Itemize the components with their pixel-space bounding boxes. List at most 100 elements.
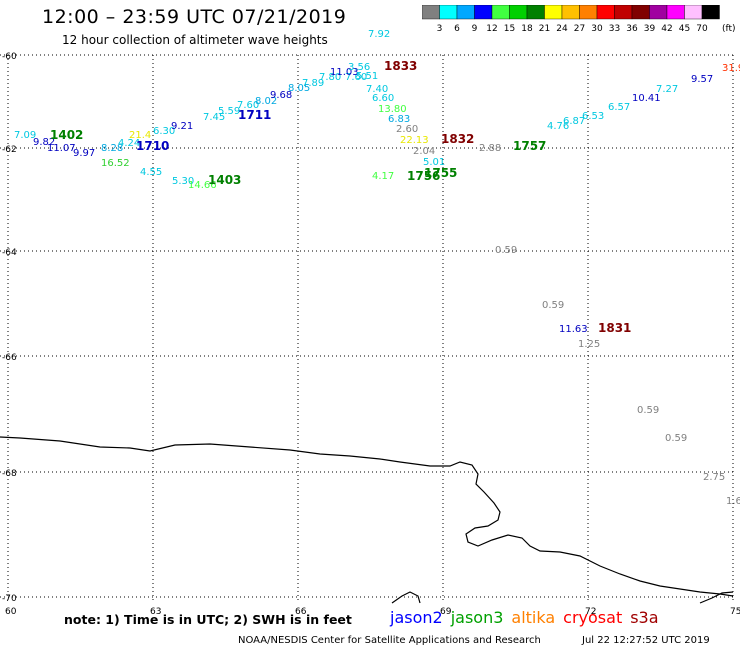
wave-height-reading: 7.27	[656, 84, 678, 95]
wave-height-reading: 3.56	[348, 62, 370, 73]
legend-unit: (ft)	[722, 24, 736, 34]
coastline	[0, 436, 734, 597]
wave-height-reading: 6.57	[608, 102, 630, 113]
wave-height-reading: 5.30	[172, 176, 194, 187]
legend-label: 39	[644, 24, 656, 34]
wave-height-reading: 7.09	[14, 130, 36, 141]
wave-height-reading: 2.04	[413, 146, 435, 157]
wave-height-reading: 9.57	[691, 74, 713, 85]
latitude-label: -68	[2, 469, 17, 479]
wave-height-reading: 8.28	[101, 143, 123, 154]
wave-height-reading: 5.01	[423, 157, 445, 168]
legend-label: 18	[521, 24, 533, 34]
wave-height-reading: 6.53	[582, 111, 604, 122]
legend-swatch	[596, 5, 615, 20]
page-title: 12:00 – 23:59 UTC 07/21/2019	[42, 6, 347, 28]
legend-label: 6	[454, 24, 460, 34]
legend-swatch	[491, 5, 510, 20]
wave-height-reading: 1831	[598, 321, 631, 335]
wave-height-reading: 4.24	[118, 138, 140, 149]
wave-height-reading: 11.03	[330, 67, 359, 78]
satellite-cryosat: cryosat	[563, 608, 623, 627]
legend-label: 12	[486, 24, 497, 34]
wave-height-reading: 8.05	[288, 83, 310, 94]
legend-swatch	[666, 5, 685, 20]
wave-height-reading: 9.21	[171, 121, 193, 132]
wave-height-reading: 9.68	[270, 90, 292, 101]
satellite-altika: altika	[511, 608, 556, 627]
latitude-label: -62	[2, 145, 17, 155]
legend-label: 70	[696, 24, 708, 34]
wave-height-reading: 1.6	[726, 496, 740, 507]
coastline-right	[699, 591, 734, 604]
wave-height-reading: 1710	[136, 139, 169, 153]
wave-height-reading: 1403	[208, 173, 241, 187]
legend-swatch	[474, 5, 493, 20]
wave-height-reading: 1.25	[578, 339, 600, 350]
legend-label: 36	[626, 24, 638, 34]
wave-height-reading: 1711	[238, 108, 271, 122]
lat-lon-grid	[0, 54, 734, 600]
legend-swatch	[456, 5, 475, 20]
wave-height-reading: 1832	[441, 132, 474, 146]
legend-label: 21	[539, 24, 550, 34]
wave-height-color-legend: 3 6 9 12 15 18 21 24 27 30 33 36 39 42 45 70 (ft)	[422, 5, 736, 34]
wave-height-reading: 1755	[424, 166, 457, 180]
longitude-label: 69	[440, 607, 452, 617]
legend-swatch	[684, 5, 703, 20]
longitude-label: 60	[5, 607, 17, 617]
credit-line: NOAA/NESDIS Center for Satellite Applica…	[238, 635, 541, 646]
longitude-label: 75	[730, 607, 740, 617]
wave-height-reading: 9.97	[73, 148, 95, 159]
latitude-label: -60	[2, 52, 17, 62]
legend-label: 30	[591, 24, 603, 34]
wave-height-reading: 4.17	[372, 171, 394, 182]
wave-height-reading: 4.55	[140, 167, 162, 178]
legend-swatch	[422, 5, 440, 20]
legend-label: 15	[504, 24, 515, 34]
legend-label: 9	[472, 24, 478, 34]
wave-height-reading: 7.60	[237, 100, 259, 111]
legend-label: 33	[609, 24, 620, 34]
wave-height-reading: 6.83	[388, 114, 410, 125]
wave-height-reading: 31.9	[722, 63, 740, 74]
wave-height-reading: 7.89	[302, 78, 324, 89]
legend-swatch	[701, 5, 720, 20]
wave-height-reading: 7.45	[203, 112, 225, 123]
legend-swatch	[614, 5, 633, 20]
wave-height-reading: 14.66	[188, 180, 217, 191]
wave-height-reading: 2.88	[479, 143, 501, 154]
wave-height-reading: 21.4	[129, 130, 151, 141]
latitude-label: -66	[2, 353, 17, 363]
wave-height-reading: 7.92	[368, 29, 390, 40]
wave-height-reading: 7.40	[366, 84, 388, 95]
legend-label: 45	[679, 24, 690, 34]
wave-height-reading: 0.59	[542, 300, 564, 311]
footer-note: note: 1) Time is in UTC; 2) SWH is in fe…	[64, 612, 352, 627]
wave-height-reading: 1757	[513, 139, 546, 153]
wave-height-reading: 4.76	[547, 121, 569, 132]
wave-height-reading: 8.02	[255, 96, 277, 107]
wave-height-reading: 11.63	[559, 324, 588, 335]
wave-height-reading: 7.60	[345, 72, 367, 83]
wave-height-reading: 9.82	[33, 137, 55, 148]
wave-height-reading: 22.13	[400, 135, 429, 146]
wave-height-reading: 0.59	[665, 433, 687, 444]
longitude-label: 63	[150, 607, 161, 617]
longitude-label: 66	[295, 607, 307, 617]
coastline-lower	[391, 591, 421, 604]
latitude-label: -64	[2, 248, 17, 258]
axis-labels: -60 -62 -64 -66 -68 -70 60 63 66 69 72 75	[2, 52, 740, 617]
page-subtitle: 12 hour collection of altimeter wave hei…	[62, 33, 328, 47]
satellite-legend: jason2 jason3 altika cryosat s3a	[390, 608, 667, 627]
legend-label: 3	[437, 24, 443, 34]
legend-swatch	[439, 5, 458, 20]
wave-height-reading: 0.59	[637, 405, 659, 416]
satellite-jason3: jason3	[450, 608, 504, 627]
legend-label: 24	[556, 24, 568, 34]
wave-height-reading: 5.51	[356, 71, 378, 82]
latitude-label: -70	[2, 594, 17, 604]
longitude-label: 72	[585, 607, 596, 617]
